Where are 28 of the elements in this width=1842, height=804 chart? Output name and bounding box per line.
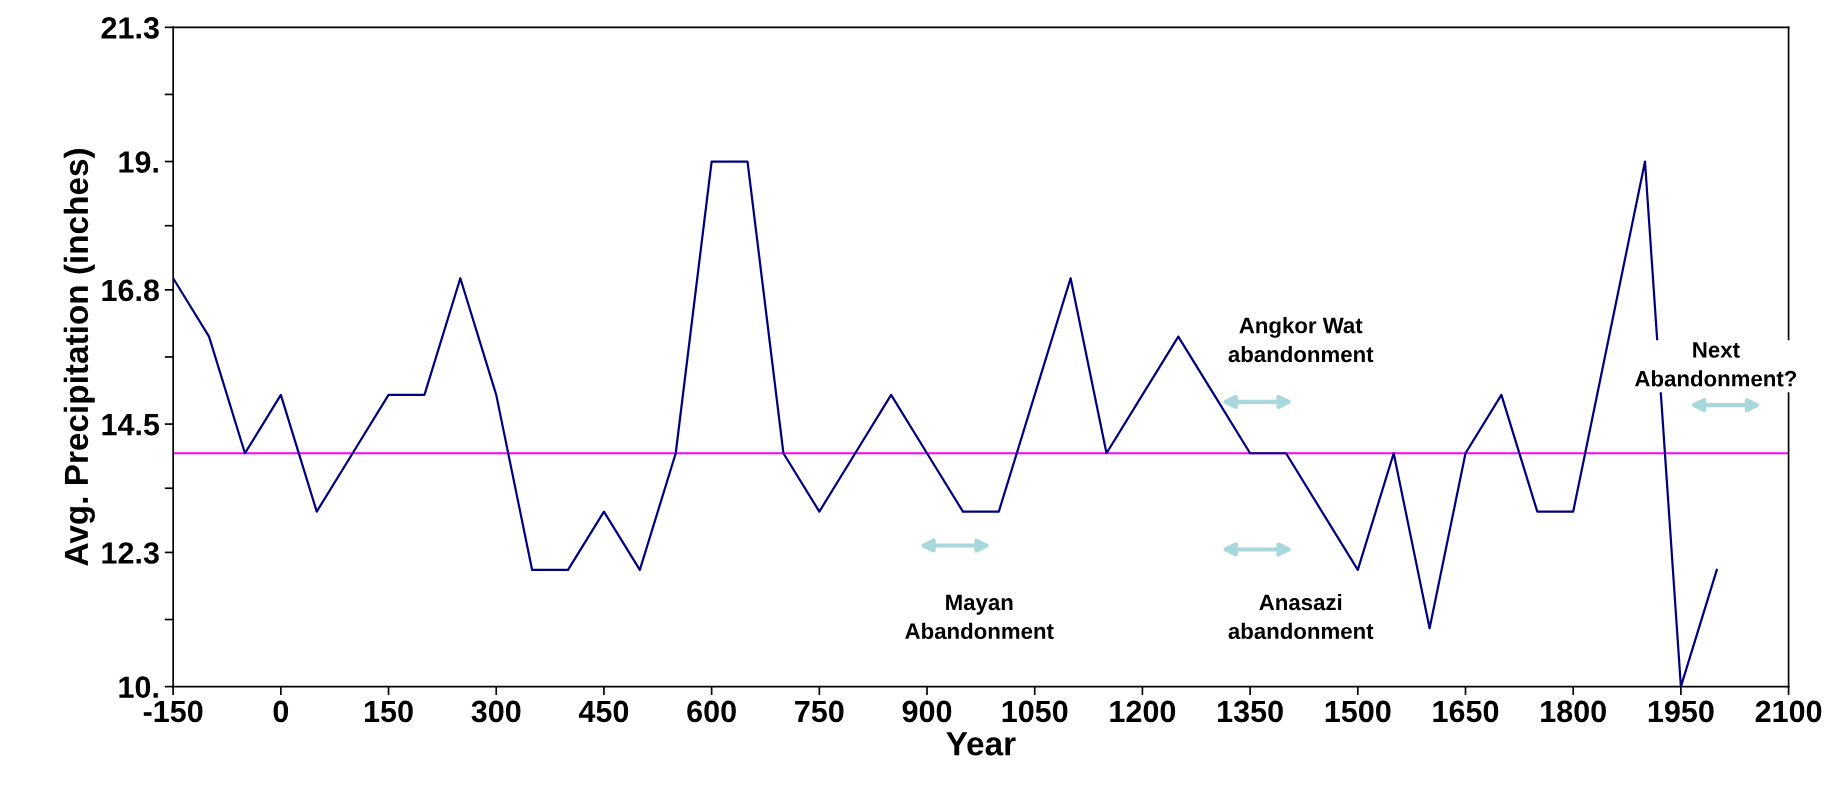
x-tick-label: -150 bbox=[143, 700, 203, 723]
annotation: Anasazi abandonment bbox=[1228, 593, 1374, 640]
x-tick-label: 1200 bbox=[1110, 700, 1176, 723]
x-tick-label: 1800 bbox=[1541, 700, 1606, 723]
x-tick-label: 300 bbox=[471, 700, 521, 723]
x-tick-label: 1050 bbox=[1002, 700, 1068, 723]
annotation: Angkor Wat abandonment bbox=[1228, 317, 1374, 363]
x-tick-label: 2100 bbox=[1755, 700, 1822, 723]
annotation: Mayan Abandonment bbox=[905, 594, 1054, 640]
x-tick-label: 1350 bbox=[1218, 700, 1283, 723]
x-tick-label: 150 bbox=[364, 700, 413, 723]
x-tick-label: 1950 bbox=[1648, 700, 1714, 723]
y-tick-label: 16.8 bbox=[102, 279, 160, 302]
annotation: Next Abandonment? bbox=[1634, 342, 1797, 387]
x-tick-label: 0 bbox=[273, 700, 289, 723]
y-axis-title: Avg. Precipitation (inches) bbox=[63, 149, 95, 566]
x-tick-label: 750 bbox=[795, 700, 844, 723]
x-tick-label: 1500 bbox=[1325, 700, 1391, 723]
y-tick-label: 12.3 bbox=[102, 542, 159, 564]
y-tick-label: 21.3 bbox=[101, 17, 159, 39]
y-tick-label: 10. bbox=[119, 676, 158, 698]
x-tick-label: 450 bbox=[578, 700, 629, 723]
x-tick-label: 600 bbox=[687, 700, 736, 723]
x-tick-label: 1650 bbox=[1433, 700, 1499, 723]
x-tick-label: 900 bbox=[902, 700, 952, 723]
y-tick-label: 14.5 bbox=[102, 414, 160, 436]
y-tick-label: 19. bbox=[119, 151, 158, 173]
x-axis-title: Year bbox=[946, 732, 1016, 756]
